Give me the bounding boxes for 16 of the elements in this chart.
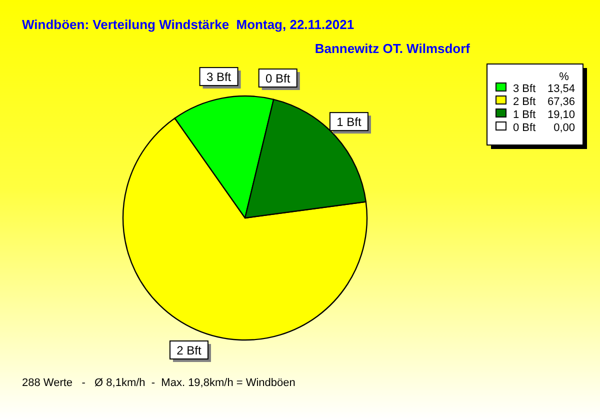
chart-title: Windböen: Verteilung Windstärke Montag, 22.11.2021 bbox=[22, 17, 354, 32]
slice-label: 2 Bft bbox=[176, 343, 202, 358]
slice-label: 3 Bft bbox=[206, 70, 232, 84]
category-label: 0 Bft bbox=[513, 122, 536, 134]
legend-title: % bbox=[559, 71, 570, 83]
text: 288 Werte - Ø 8,1km/h - Max. 19,8km/h = Windböen bbox=[22, 377, 296, 389]
legend-label: 3 Bft bbox=[513, 83, 536, 95]
data-label: 67,36 bbox=[547, 96, 575, 108]
chart-subtitle: Bannewitz OT. Wilmsdorf bbox=[314, 41, 471, 56]
legend-label: 1 Bft bbox=[513, 109, 536, 121]
data-label: 19,10 bbox=[547, 109, 575, 121]
text: 0,00 bbox=[554, 122, 575, 134]
legend-label: 2 Bft bbox=[513, 96, 536, 108]
legend-label: 0 Bft bbox=[266, 72, 291, 86]
slice-label: 1 Bft bbox=[336, 115, 362, 130]
data-label: 13,54 bbox=[547, 83, 575, 95]
